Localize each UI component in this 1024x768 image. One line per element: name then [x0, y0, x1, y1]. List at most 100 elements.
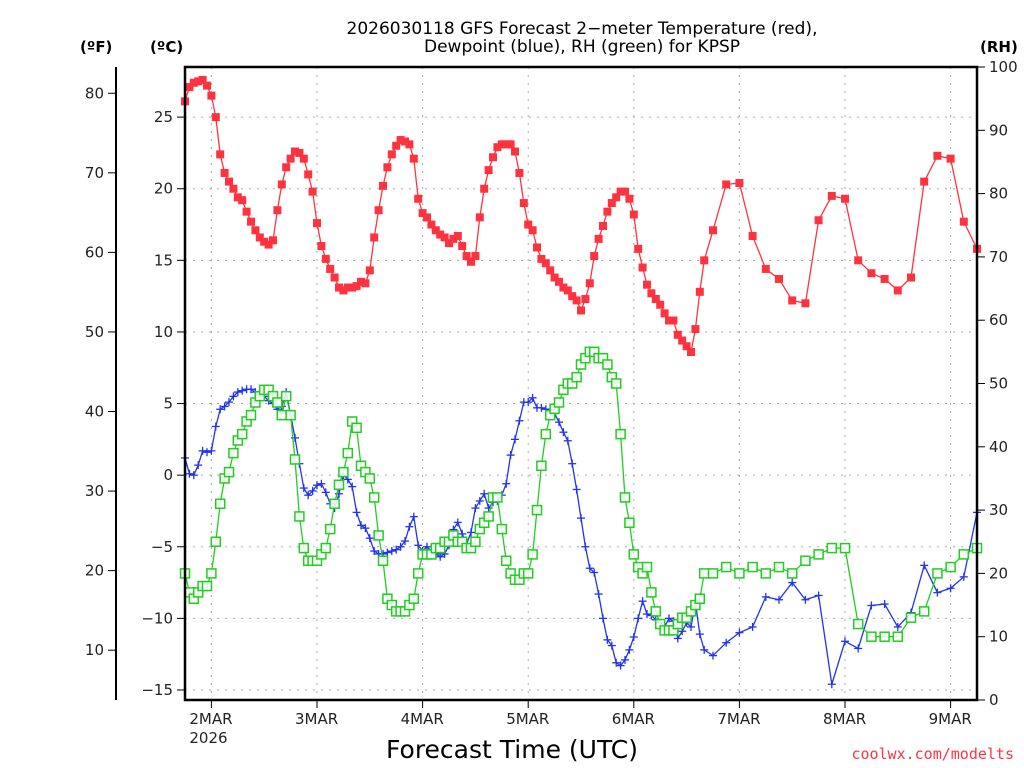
- temperature-point: [453, 231, 462, 240]
- temperature-point: [220, 168, 229, 177]
- rh-tick-label: 80: [989, 185, 1008, 203]
- temperature-point: [352, 282, 361, 291]
- dewpoint-point: [880, 600, 889, 609]
- dewpoint-point: [814, 591, 823, 600]
- dewpoint-point: [401, 537, 409, 546]
- temperature-point: [907, 273, 915, 282]
- temperature-point: [233, 193, 242, 202]
- temperature-point: [801, 299, 810, 308]
- temperature-point: [370, 233, 379, 242]
- temperature-point: [251, 226, 260, 235]
- rh-tick-label: 50: [989, 375, 1008, 393]
- rh-point: [813, 549, 824, 560]
- rh-point: [492, 492, 503, 503]
- dewpoint-point: [357, 521, 365, 530]
- dewpoint-point: [211, 422, 220, 431]
- fahrenheit-tick-label: 80: [85, 84, 104, 102]
- rh-point: [214, 498, 226, 510]
- credit-link[interactable]: coolwx.com/modelts: [851, 745, 1014, 763]
- temperature-point: [590, 252, 599, 261]
- dewpoint-point: [612, 658, 621, 667]
- dewpoint-point: [568, 459, 577, 468]
- rh-point: [531, 504, 543, 516]
- temperature-point: [660, 309, 669, 318]
- grid: [185, 67, 977, 700]
- dewpoint-point: [621, 655, 629, 664]
- temperature-point: [383, 163, 392, 172]
- rh-point: [294, 511, 305, 522]
- rh-point: [408, 593, 420, 604]
- chart-title-line1: 2026030118 GFS Forecast 2−meter Temperat…: [347, 19, 818, 39]
- temperature-point: [462, 252, 471, 261]
- temperature-point: [537, 254, 546, 263]
- rh-point: [602, 359, 613, 370]
- celsius-tick-label: 25: [154, 108, 173, 126]
- dewpoint-point: [409, 512, 418, 521]
- celsius-tick-label: 5: [163, 395, 173, 413]
- dewpoint-point: [801, 595, 810, 604]
- celsius-tick-label: 0: [163, 466, 173, 484]
- dewpoint-point: [629, 632, 638, 641]
- x-tick-label: 7MAR: [717, 710, 760, 728]
- temperature-point: [361, 279, 370, 288]
- rh-point: [351, 422, 362, 434]
- rh-point: [364, 473, 376, 484]
- dewpoint-point: [453, 518, 462, 527]
- fahrenheit-tick-label: 50: [85, 323, 104, 341]
- rh-point: [760, 568, 772, 579]
- dewpoint-point: [775, 595, 783, 604]
- dewpoint-point: [695, 630, 704, 639]
- rh-point: [610, 378, 622, 389]
- dewpoint-point: [396, 542, 405, 551]
- temperature-point: [511, 147, 519, 156]
- temperature-point: [348, 283, 357, 292]
- dewpoint-point: [511, 435, 519, 444]
- dewpoint-point: [194, 461, 203, 470]
- rh-point: [852, 618, 864, 630]
- dewpoint-line: [184, 388, 978, 685]
- rh-point: [324, 523, 336, 535]
- temperature-point: [533, 243, 541, 252]
- dewpoint-point: [559, 428, 568, 437]
- dewpoint-point: [220, 402, 229, 411]
- x-tick-label: 8MAR: [823, 710, 866, 728]
- temperature-point: [629, 210, 638, 219]
- rh-tick-label: 40: [989, 438, 1008, 456]
- rh-point: [483, 511, 494, 522]
- dewpoint-point: [352, 508, 361, 517]
- temperature-point: [273, 206, 282, 215]
- x-tick-label: 3MAR: [295, 710, 338, 728]
- temperature-point: [445, 239, 453, 248]
- temperature-point: [242, 207, 251, 216]
- dewpoint-point: [572, 485, 581, 494]
- temperature-point: [893, 286, 902, 295]
- temperature-point: [225, 177, 233, 186]
- rh-point: [932, 568, 943, 579]
- dewpoint-point: [616, 661, 625, 670]
- rh-point: [228, 447, 239, 459]
- temperature-point: [480, 184, 489, 193]
- temperature-point: [761, 264, 770, 273]
- temperature-point: [678, 336, 687, 345]
- rh-point: [786, 568, 798, 579]
- rh-tick-label: 90: [989, 121, 1008, 139]
- temperature-point: [440, 233, 449, 242]
- temperature-point: [401, 137, 409, 146]
- temperature-point: [330, 273, 339, 282]
- dewpoint-point: [405, 522, 414, 531]
- temperature-point: [427, 220, 436, 229]
- dewpoint-point: [537, 403, 546, 412]
- x-tick-sublabel: 2026: [189, 729, 227, 747]
- dewpoint-point: [581, 542, 590, 551]
- x-axis-label: Forecast Time (UTC): [386, 735, 638, 764]
- temperature-point: [506, 140, 515, 149]
- rh-line: [184, 351, 978, 638]
- temperature-point: [299, 154, 308, 163]
- dewpoint-point: [788, 578, 797, 587]
- temperature-point: [207, 91, 216, 100]
- temperature-point: [946, 154, 955, 163]
- rh-point: [201, 580, 213, 592]
- temperature-point: [357, 277, 365, 286]
- dewpoint-point: [920, 561, 929, 570]
- temperature-point: [392, 141, 401, 150]
